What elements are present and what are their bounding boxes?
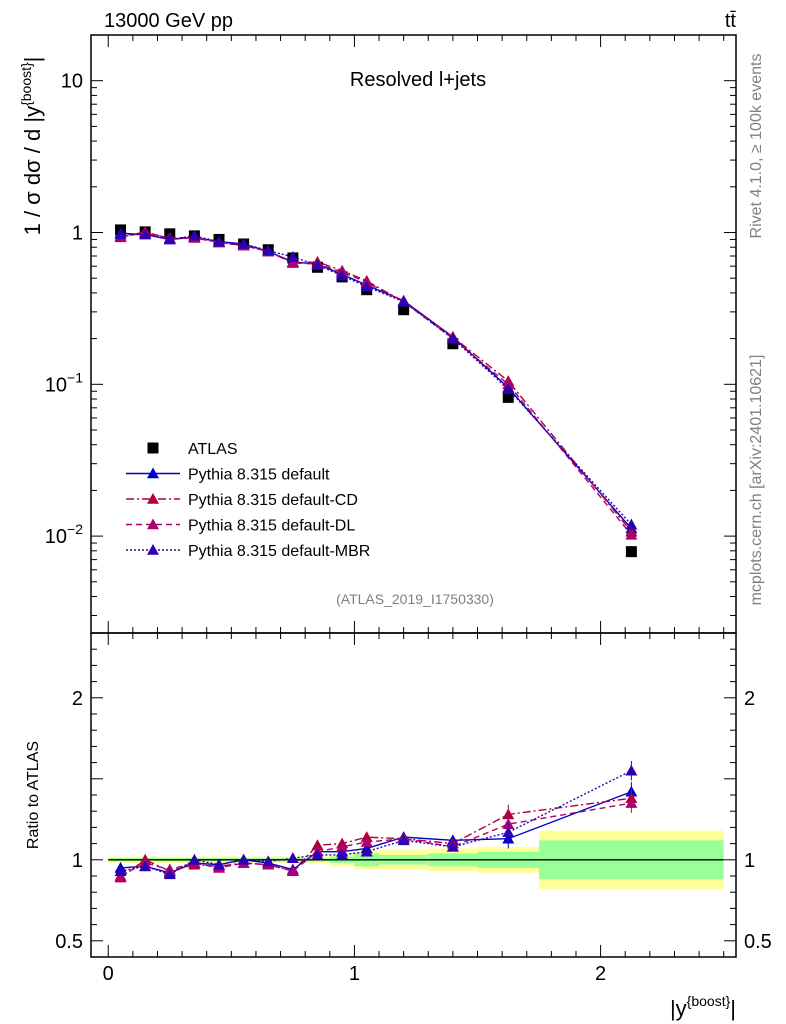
ratio-y-axis-label: Ratio to ATLAS <box>25 741 42 849</box>
plot-title: Resolved l+jets <box>350 69 486 91</box>
x-axis-label: |y{boost}| <box>670 993 736 1021</box>
series-line-dl <box>120 232 632 536</box>
ratio-point-mbr <box>336 848 349 860</box>
legend-marker-mbr <box>147 544 159 555</box>
series-point-mbr <box>114 228 127 240</box>
ratio-y-tick-label: 2 <box>72 688 83 710</box>
ratio-point-mbr <box>502 826 515 838</box>
ratio-point-cd <box>502 808 515 820</box>
x-tick-label: 1 <box>349 963 360 985</box>
ratio-plot: 0 1 2 0.5 0.5 1 1 2 2 <box>55 621 772 985</box>
ratio-point-mbr <box>237 853 250 865</box>
ratio-point-dl <box>336 840 349 852</box>
ratio-point-cd <box>311 839 324 851</box>
ratio-point-dl <box>360 835 373 847</box>
series-point-mbr <box>336 269 349 281</box>
ratio-point-dl <box>625 797 638 808</box>
legend-marker-default <box>147 467 159 479</box>
ratio-y-tick-label-right: 0.5 <box>744 931 772 953</box>
ratio-y-tick-label-right: 2 <box>744 688 755 710</box>
series-point-mbr <box>213 235 226 247</box>
legend-label-data: ATLAS <box>188 441 238 458</box>
series-point-mbr <box>286 250 299 262</box>
legend-label-mbr: Pythia 8.315 default-MBR <box>188 543 370 560</box>
ratio-point-mbr <box>139 860 152 872</box>
process-label: tt̄ <box>725 10 737 32</box>
series-point-mbr <box>360 280 373 292</box>
series-point-mbr <box>262 244 275 256</box>
main-y-tick-label: 10 <box>61 71 83 93</box>
series-point-mbr <box>163 233 176 245</box>
ratio-y-tick-label-right: 1 <box>744 850 755 872</box>
ratio-point-mbr <box>213 858 226 870</box>
ratio-point-mbr <box>286 852 299 863</box>
legend-label-dl: Pythia 8.315 default-DL <box>188 518 355 535</box>
legend-label-cd: Pythia 8.315 default-CD <box>188 492 358 509</box>
ratio-frame <box>90 632 737 958</box>
ratio-point-mbr <box>625 764 638 776</box>
atlas-data-point <box>502 391 514 403</box>
main-y-axis-label: 1 / σ dσ / d |y{boost}| <box>18 57 45 236</box>
series-line-mbr <box>120 233 632 526</box>
atlas-data-point <box>625 546 637 558</box>
ratio-point-mbr <box>397 834 410 846</box>
ratio-y-tick-label: 1 <box>72 850 83 872</box>
ratio-point-mbr <box>262 855 275 867</box>
analysis-id-label: (ATLAS_2019_I1750330) <box>336 591 494 607</box>
legend-marker-cd <box>147 493 159 504</box>
legend: ATLAS Pythia 8.315 default Pythia 8.315 de… <box>126 441 370 560</box>
series-point-mbr <box>397 295 410 307</box>
series-point-mbr <box>188 229 201 241</box>
series-point-mbr <box>139 228 152 240</box>
ratio-point-mbr <box>163 868 176 880</box>
energy-label: 13000 GeV pp <box>104 10 233 32</box>
series-point-mbr <box>311 259 324 270</box>
series-line-cd <box>120 231 632 533</box>
ratio-point-mbr <box>360 845 373 857</box>
ratio-point-mbr <box>311 848 324 860</box>
series-point-mbr <box>625 518 638 530</box>
legend-marker-dl <box>147 518 159 530</box>
atlas-data-point <box>447 338 459 350</box>
series-point-mbr <box>446 332 459 344</box>
series-point-mbr <box>237 237 250 249</box>
series-point-dl <box>625 528 638 540</box>
main-y-tick-label: 10−2 <box>45 521 83 548</box>
series-point-mbr <box>502 383 515 394</box>
legend-label-default: Pythia 8.315 default <box>188 467 330 484</box>
main-y-tick-label: 10−1 <box>45 369 83 396</box>
x-tick-label: 0 <box>103 963 114 985</box>
ratio-point-mbr <box>114 865 127 876</box>
rivet-label: Rivet 4.1.0, ≥ 100k events <box>748 54 765 239</box>
legend-marker-atlas <box>147 442 159 454</box>
ratio-line-mbr <box>120 770 632 876</box>
ratio-point-dl <box>286 865 299 876</box>
series-line-default <box>120 232 632 530</box>
main-y-tick-label: 1 <box>72 223 83 245</box>
ratio-y-tick-label: 0.5 <box>55 931 83 953</box>
atlas-data-point <box>398 304 410 316</box>
main-plot: 10−2 10−1 1 10 <box>45 34 737 634</box>
mcplots-label: mcplots.cern.ch [arXiv:2401.10621] <box>748 355 765 606</box>
series-point-dl <box>286 256 299 268</box>
x-tick-label: 2 <box>595 963 606 985</box>
ratio-point-mbr <box>188 853 201 865</box>
ratio-point-mbr <box>446 840 459 852</box>
